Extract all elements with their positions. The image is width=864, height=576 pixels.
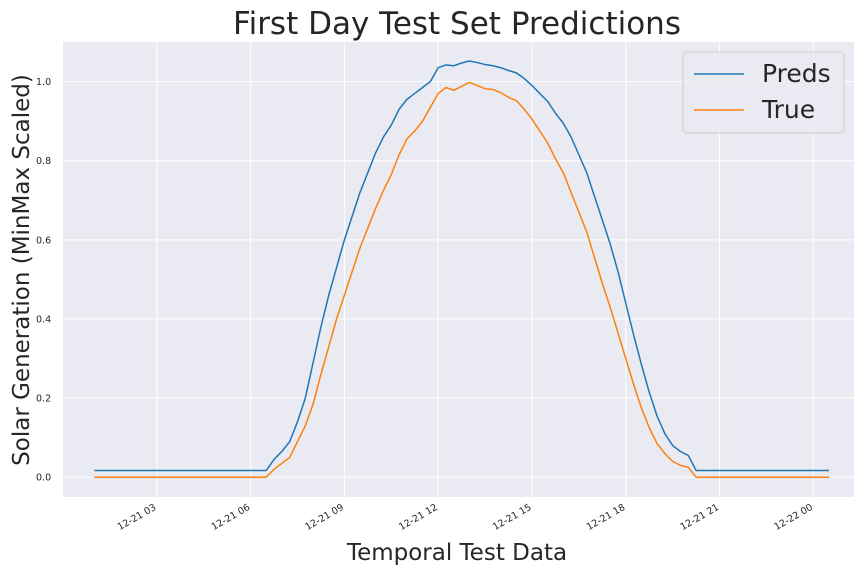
legend: Preds True [682,51,845,134]
series-line-preds [94,60,829,472]
y-tick-label: 0.6 [36,235,51,246]
y-tick-label: 0.2 [36,394,51,405]
x-axis-label: Temporal Test Data [346,540,567,566]
series-line-true [94,81,829,478]
y-axis-label: Solar Generation (MinMax Scaled) [9,74,35,466]
legend-label-true: True [761,95,815,124]
legend-box [682,51,845,134]
y-tick-label: 1.0 [36,77,51,88]
chart-title: First Day Test Set Predictions [233,6,681,42]
series-lines [94,60,829,478]
y-axis-ticks: 0.0 0.2 0.4 0.6 0.8 1.0 [36,77,51,484]
y-tick-label: 0.8 [36,156,51,167]
y-tick-label: 0.4 [36,314,51,325]
y-tick-label: 0.0 [36,473,51,484]
grid [63,42,854,497]
legend-label-preds: Preds [762,59,831,88]
